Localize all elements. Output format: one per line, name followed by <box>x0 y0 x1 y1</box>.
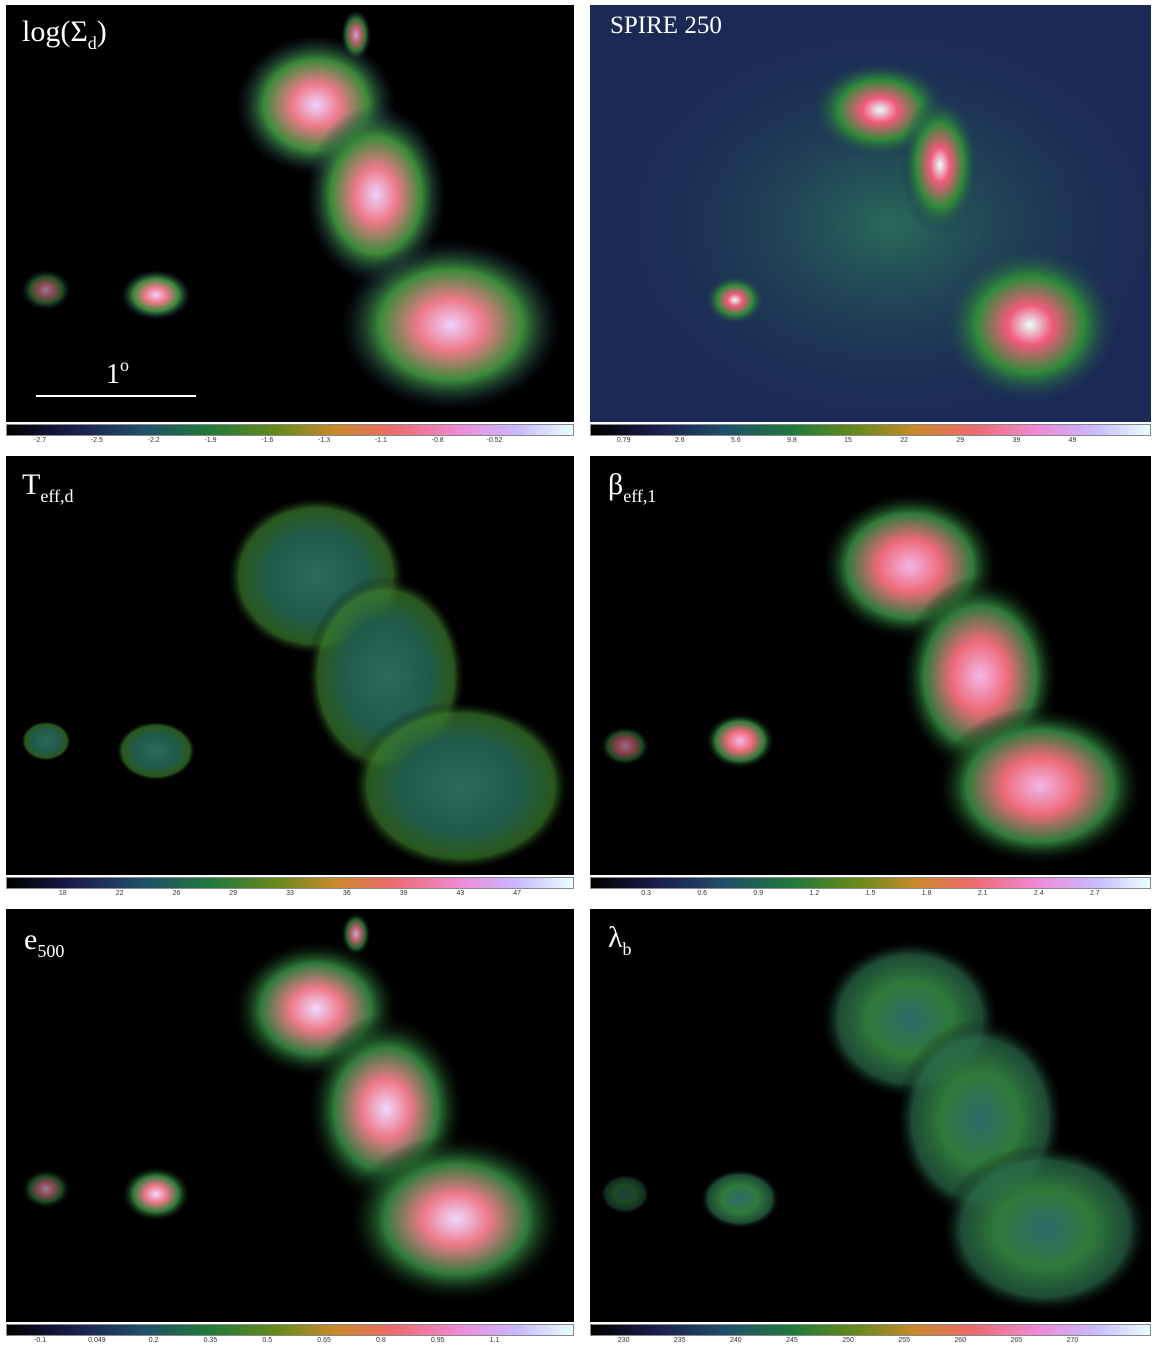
spire-250-map <box>590 5 1151 422</box>
tick-label: -1.9 <box>204 437 217 444</box>
tick-label: 22 <box>900 437 909 444</box>
scale-bar <box>36 395 196 397</box>
tick-label: 270 <box>1066 1337 1079 1344</box>
tick-label: -2.2 <box>147 437 160 444</box>
tick-label: 0.049 <box>88 1337 106 1344</box>
tick-label: 0.95 <box>430 1337 445 1344</box>
tick-label: 29 <box>956 437 965 444</box>
tick-label: 0.79 <box>616 437 631 444</box>
tick-label: 47 <box>513 890 522 897</box>
map-panel-t-eff-d: Teff,d <box>6 456 574 875</box>
tick-label: 33 <box>286 890 294 897</box>
tick-label: 29 <box>229 890 238 897</box>
scale-bar-label: 1o <box>106 355 129 390</box>
panel-label: Teff,d <box>22 468 74 506</box>
colorbar-ticks: 230 235 240 245 250 255 260 265 270 <box>590 1337 1151 1349</box>
tick-label: 26 <box>172 890 181 897</box>
panel-label: SPIRE 250 <box>610 12 722 39</box>
tick-label: 250 <box>842 1337 854 1344</box>
tick-label: 15 <box>844 437 852 444</box>
tick-label: 245 <box>786 1337 798 1344</box>
tick-label: 0.9 <box>753 890 764 897</box>
colorbar <box>590 877 1151 889</box>
map-panel-lambda-b: λb <box>590 909 1151 1322</box>
tick-label: 1.2 <box>809 890 820 897</box>
tick-label: 0.8 <box>376 1337 386 1344</box>
panel-label: log(Σd) <box>22 15 107 53</box>
tick-label: 0.35 <box>203 1337 218 1344</box>
panel-label: βeff,1 <box>608 468 657 506</box>
tick-label: 0.65 <box>317 1337 331 1344</box>
map-panel-log-sigma-d: log(Σd) 1o <box>6 5 574 422</box>
break-wavelength-map <box>600 939 1150 1314</box>
panel-label: e500 <box>24 923 65 961</box>
tick-label: 5.6 <box>730 437 741 444</box>
tick-label: 2.7 <box>1090 890 1100 897</box>
map-panel-e-500: e500 <box>6 909 574 1322</box>
tick-label: -0.8 <box>431 437 444 444</box>
tick-label: 9.8 <box>787 437 797 444</box>
tick-label: -1.1 <box>374 437 387 444</box>
map-panel-spire-250: SPIRE 250 <box>590 5 1151 422</box>
tick-label: -0.52 <box>486 437 503 444</box>
colorbar-ticks: -2.7 -2.5 -2.2 -1.9 -1.6 -1.3 -1.1 -0.8 … <box>6 437 574 449</box>
tick-label: 22 <box>115 890 124 897</box>
tick-label: 2.6 <box>674 437 685 444</box>
tick-label: 1.8 <box>921 890 932 897</box>
tick-label: 260 <box>954 1337 967 1344</box>
tick-label: 2.1 <box>977 890 988 897</box>
colorbar <box>6 877 574 889</box>
tick-label: 2.4 <box>1033 890 1044 897</box>
tick-label: 36 <box>342 890 351 897</box>
tick-label: -2.7 <box>34 437 47 444</box>
tick-label: 0.6 <box>697 890 708 897</box>
excess-500-map <box>21 912 566 1304</box>
colorbar <box>6 1324 574 1336</box>
colorbar <box>590 1324 1151 1336</box>
tick-label: -0.1 <box>34 1337 47 1344</box>
tick-label: 240 <box>730 1337 742 1344</box>
tick-label: 230 <box>617 1337 630 1344</box>
tick-label: -1.6 <box>261 437 274 444</box>
effective-temperature-map <box>21 496 571 871</box>
colorbar-ticks: -0.1 0.049 0.2 0.35 0.5 0.65 0.8 0.95 1.… <box>6 1337 574 1349</box>
colorbar-ticks: 0.79 2.6 5.6 9.8 15 22 29 39 49 <box>590 437 1151 449</box>
tick-label: 255 <box>898 1337 910 1344</box>
emissivity-index-map <box>600 491 1145 866</box>
tick-label: 39 <box>1012 437 1021 444</box>
map-panel-beta-eff-1: βeff,1 <box>590 456 1151 875</box>
tick-label: 18 <box>58 890 67 897</box>
tick-label: 1.5 <box>865 890 876 897</box>
dust-surface-density-map <box>21 10 561 410</box>
panel-label: λb <box>608 921 632 959</box>
tick-label: 0.3 <box>641 890 651 897</box>
tick-label: -2.5 <box>90 437 103 444</box>
colorbar <box>590 424 1151 436</box>
tick-label: 235 <box>673 1337 686 1344</box>
tick-label: 0.2 <box>148 1337 159 1344</box>
tick-label: 49 <box>1068 437 1077 444</box>
tick-label: 43 <box>456 890 465 897</box>
tick-label: 0.5 <box>262 1337 273 1344</box>
tick-label: -1.3 <box>318 437 331 444</box>
tick-label: 265 <box>1010 1337 1023 1344</box>
tick-label: 39 <box>399 890 408 897</box>
colorbar-ticks: 18 22 26 29 33 36 39 43 47 <box>6 890 574 902</box>
colorbar-ticks: 0.3 0.6 0.9 1.2 1.5 1.8 2.1 2.4 2.7 <box>590 890 1151 902</box>
colorbar <box>6 424 574 436</box>
tick-label: 1.1 <box>489 1337 500 1344</box>
